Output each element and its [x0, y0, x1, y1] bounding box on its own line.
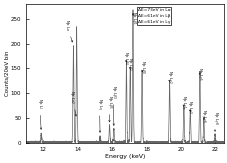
- Text: ΔE=73eV in Lα
ΔE=61eV in Lβ
ΔE=61eV in Lγ: ΔE=73eV in Lα ΔE=61eV in Lβ ΔE=61eV in L…: [137, 8, 170, 24]
- Text: Np L$_{\alpha2}$: Np L$_{\alpha2}$: [68, 90, 76, 116]
- Text: Np L$_{\gamma6}$: Np L$_{\gamma6}$: [199, 109, 207, 123]
- Text: Np L$_{\beta4}$: Np L$_{\beta4}$: [121, 51, 130, 65]
- X-axis label: Energy (keV): Energy (keV): [104, 154, 144, 159]
- Text: Np L$_{\beta1}$: Np L$_{\beta1}$: [128, 11, 137, 25]
- Text: Np L$_\alpha$: Np L$_\alpha$: [63, 19, 72, 42]
- Text: Np L$_{\beta5}$: Np L$_{\beta5}$: [104, 95, 113, 122]
- Text: Np L$_{\beta3}$: Np L$_{\beta3}$: [109, 85, 117, 125]
- Text: Np L$_l$: Np L$_l$: [36, 98, 44, 129]
- Text: Np L$_\eta$: Np L$_\eta$: [95, 98, 104, 132]
- Text: Np L$_{\gamma8}$: Np L$_{\gamma8}$: [210, 111, 219, 131]
- Text: Np L$_{\gamma3}$: Np L$_{\gamma3}$: [185, 100, 193, 114]
- Text: Np L$_{\gamma5}$: Np L$_{\gamma5}$: [195, 67, 203, 81]
- Text: Np L$_{\beta0}$: Np L$_{\beta0}$: [138, 60, 146, 74]
- Text: Np L$_{\beta2}$: Np L$_{\beta2}$: [125, 58, 133, 71]
- Text: Np L$_{\gamma2}$: Np L$_{\gamma2}$: [164, 70, 173, 84]
- Y-axis label: Counts/20eV bin: Counts/20eV bin: [4, 51, 9, 96]
- Text: Np L$_{\gamma1}$: Np L$_{\gamma1}$: [178, 95, 187, 109]
